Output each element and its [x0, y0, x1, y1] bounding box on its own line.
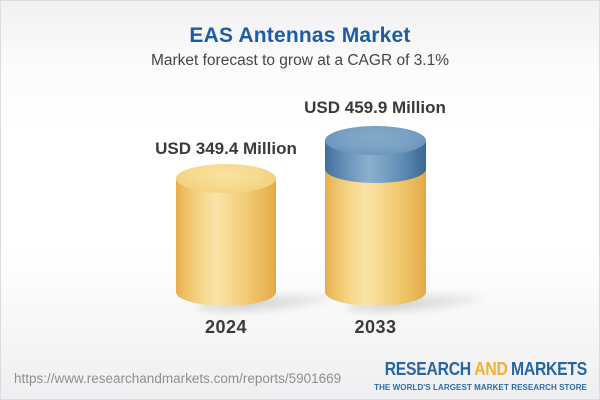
bar-2024-body	[176, 178, 276, 306]
bar-2033-cap	[325, 126, 426, 155]
bar-2033-base-segment	[325, 168, 426, 306]
bar-2024-cap	[176, 164, 276, 193]
value-label-2033: USD 459.9 Million	[304, 98, 446, 117]
category-label-2033: 2033	[354, 317, 397, 337]
logo-tagline: THE WORLD'S LARGEST MARKET RESEARCH STOR…	[374, 382, 587, 392]
logo-word-and: AND	[474, 358, 508, 379]
logo-word-markets: MARKETS	[511, 358, 587, 379]
logo-wordmark: RESEARCH AND MARKETS	[384, 358, 588, 379]
research-and-markets-logo: RESEARCH AND MARKETS THE WORLD'S LARGEST M…	[349, 358, 588, 392]
page-subtitle: Market forecast to grow at a CAGR of 3.1…	[150, 52, 450, 69]
category-label-2024: 2024	[204, 317, 248, 337]
bar-2033-cylinder	[325, 126, 426, 306]
logo-word-research: RESEARCH	[384, 358, 471, 379]
bar-2024-cylinder	[176, 164, 276, 306]
report-url: https://www.researchandmarkets.com/repor…	[14, 371, 342, 386]
value-label-2024: USD 349.4 Million	[155, 139, 297, 158]
page-title: EAS Antennas Market	[189, 24, 411, 47]
